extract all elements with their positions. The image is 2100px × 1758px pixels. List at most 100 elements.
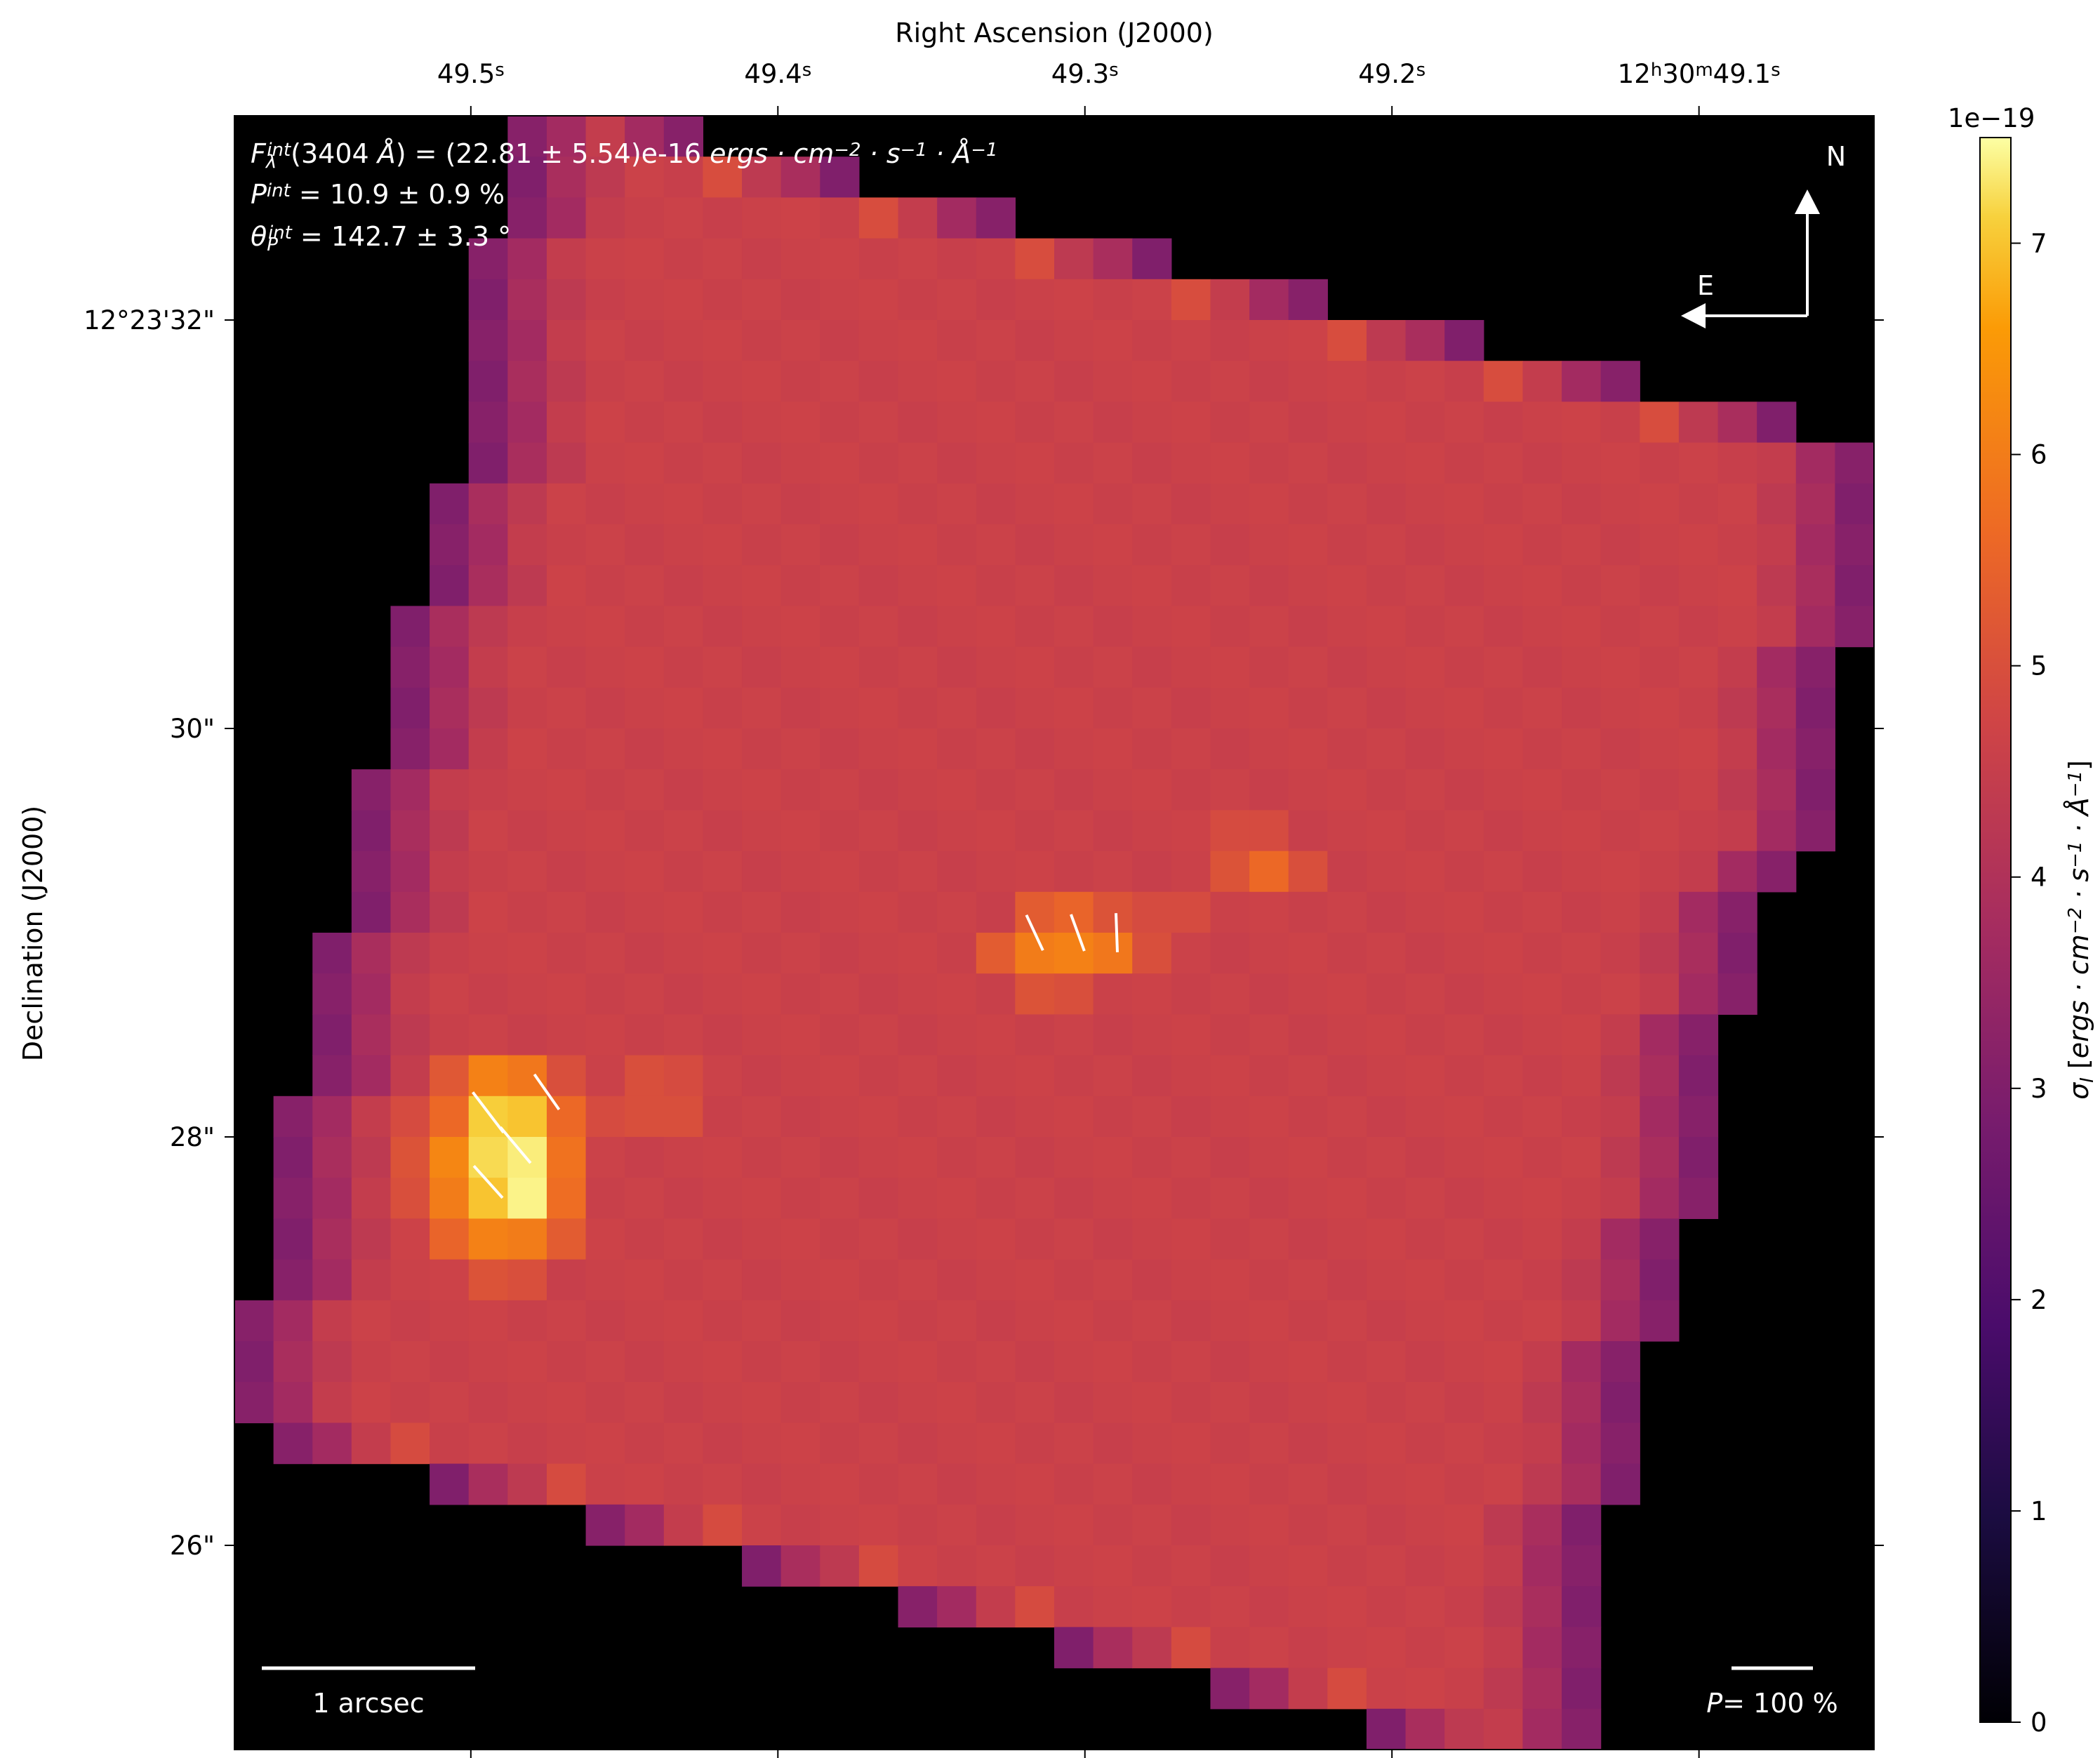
intensity-pixel — [1795, 524, 1835, 566]
intensity-pixel — [898, 1178, 938, 1219]
intensity-pixel — [1249, 1137, 1289, 1178]
intensity-pixel — [898, 1341, 938, 1383]
intensity-pixel — [1288, 891, 1328, 933]
intensity-pixel — [1562, 1667, 1602, 1710]
intensity-pixel — [1640, 483, 1680, 525]
intensity-pixel — [1640, 1096, 1680, 1138]
intensity-pixel — [507, 401, 547, 444]
intensity-pixel — [1640, 1300, 1680, 1342]
intensity-pixel — [1562, 524, 1602, 566]
intensity-pixel — [1366, 1423, 1407, 1465]
intensity-pixel — [1249, 1627, 1289, 1669]
intensity-pixel — [546, 361, 587, 402]
intensity-pixel — [1249, 1178, 1289, 1219]
intensity-pixel — [742, 1463, 782, 1505]
intensity-pixel — [898, 1300, 938, 1342]
intensity-pixel — [1132, 442, 1172, 484]
intensity-pixel — [937, 483, 977, 525]
intensity-pixel — [507, 279, 547, 321]
intensity-pixel — [234, 1300, 274, 1342]
intensity-pixel — [1171, 1055, 1211, 1097]
intensity-pixel — [1795, 687, 1835, 729]
intensity-pixel — [976, 810, 1016, 852]
intensity-pixel — [1405, 1708, 1445, 1750]
intensity-pixel — [1249, 1504, 1289, 1546]
intensity-pixel — [780, 1423, 820, 1465]
intensity-pixel — [351, 933, 392, 974]
intensity-pixel — [703, 1504, 743, 1546]
intensity-pixel — [1132, 1259, 1172, 1301]
intensity-pixel — [1600, 973, 1640, 1015]
intensity-pixel — [1678, 1055, 1719, 1097]
intensity-pixel — [1054, 361, 1094, 402]
intensity-pixel — [1483, 1667, 1524, 1710]
intensity-pixel — [742, 483, 782, 525]
intensity-pixel — [1171, 1259, 1211, 1301]
intensity-pixel — [546, 157, 587, 198]
intensity-pixel — [1054, 524, 1094, 566]
intensity-pixel — [585, 1300, 625, 1342]
intensity-pixel — [312, 1382, 352, 1423]
colorbar-tick-label: 7 — [2031, 229, 2047, 259]
intensity-pixel — [1288, 646, 1328, 688]
intensity-pixel — [1171, 524, 1211, 566]
intensity-pixel — [1678, 769, 1719, 811]
intensity-pixel — [1678, 565, 1719, 606]
intensity-pixel — [1249, 1014, 1289, 1056]
intensity-pixel — [742, 1096, 782, 1138]
intensity-pixel — [703, 606, 743, 648]
intensity-pixel — [858, 1096, 899, 1138]
intensity-pixel — [585, 646, 625, 688]
intensity-pixel — [780, 728, 820, 770]
intensity-pixel — [1600, 483, 1640, 525]
intensity-pixel — [820, 891, 860, 933]
intensity-pixel — [1249, 728, 1289, 770]
intensity-pixel — [1405, 1178, 1445, 1219]
intensity-pixel — [507, 1055, 547, 1097]
intensity-pixel — [1093, 810, 1133, 852]
intensity-pixel — [703, 810, 743, 852]
intensity-pixel — [1171, 1382, 1211, 1423]
intensity-pixel — [1210, 728, 1250, 770]
intensity-pixel — [1678, 442, 1719, 484]
intensity-pixel — [1171, 1423, 1211, 1465]
intensity-pixel — [1562, 1382, 1602, 1423]
intensity-pixel — [585, 197, 625, 239]
intensity-pixel — [1015, 524, 1055, 566]
intensity-pixel — [1210, 1259, 1250, 1301]
intensity-pixel — [1132, 1504, 1172, 1546]
intensity-pixel — [1171, 1137, 1211, 1178]
intensity-pixel — [1015, 1178, 1055, 1219]
intensity-pixel — [351, 1014, 392, 1056]
intensity-pixel — [1132, 1055, 1172, 1097]
intensity-pixel — [1522, 769, 1562, 811]
intensity-pixel — [1562, 401, 1602, 444]
intensity-pixel — [820, 1463, 860, 1505]
intensity-pixel — [937, 1096, 977, 1138]
intensity-pixel — [858, 1259, 899, 1301]
intensity-pixel — [820, 361, 860, 402]
intensity-pixel — [546, 933, 587, 974]
intensity-pixel — [1600, 728, 1640, 770]
intensity-pixel — [585, 891, 625, 933]
intensity-pixel — [625, 1504, 665, 1546]
intensity-pixel — [585, 116, 625, 157]
intensity-pixel — [937, 1014, 977, 1056]
intensity-pixel — [1405, 1463, 1445, 1505]
intensity-pixel — [663, 483, 704, 525]
intensity-pixel — [1093, 769, 1133, 811]
intensity-pixel — [585, 1096, 625, 1138]
polarization-vector — [1025, 914, 1044, 952]
intensity-pixel — [468, 1463, 508, 1505]
intensity-pixel — [1054, 1137, 1094, 1178]
intensity-pixel — [976, 197, 1016, 239]
intensity-pixel — [1835, 565, 1875, 606]
intensity-pixel — [546, 606, 587, 648]
intensity-pixel — [1327, 1504, 1367, 1546]
intensity-pixel — [976, 1545, 1016, 1587]
intensity-pixel — [1249, 646, 1289, 688]
intensity-pixel — [1405, 1014, 1445, 1056]
intensity-pixel — [1562, 1627, 1602, 1669]
intensity-pixel — [1210, 565, 1250, 606]
intensity-pixel — [1132, 851, 1172, 893]
